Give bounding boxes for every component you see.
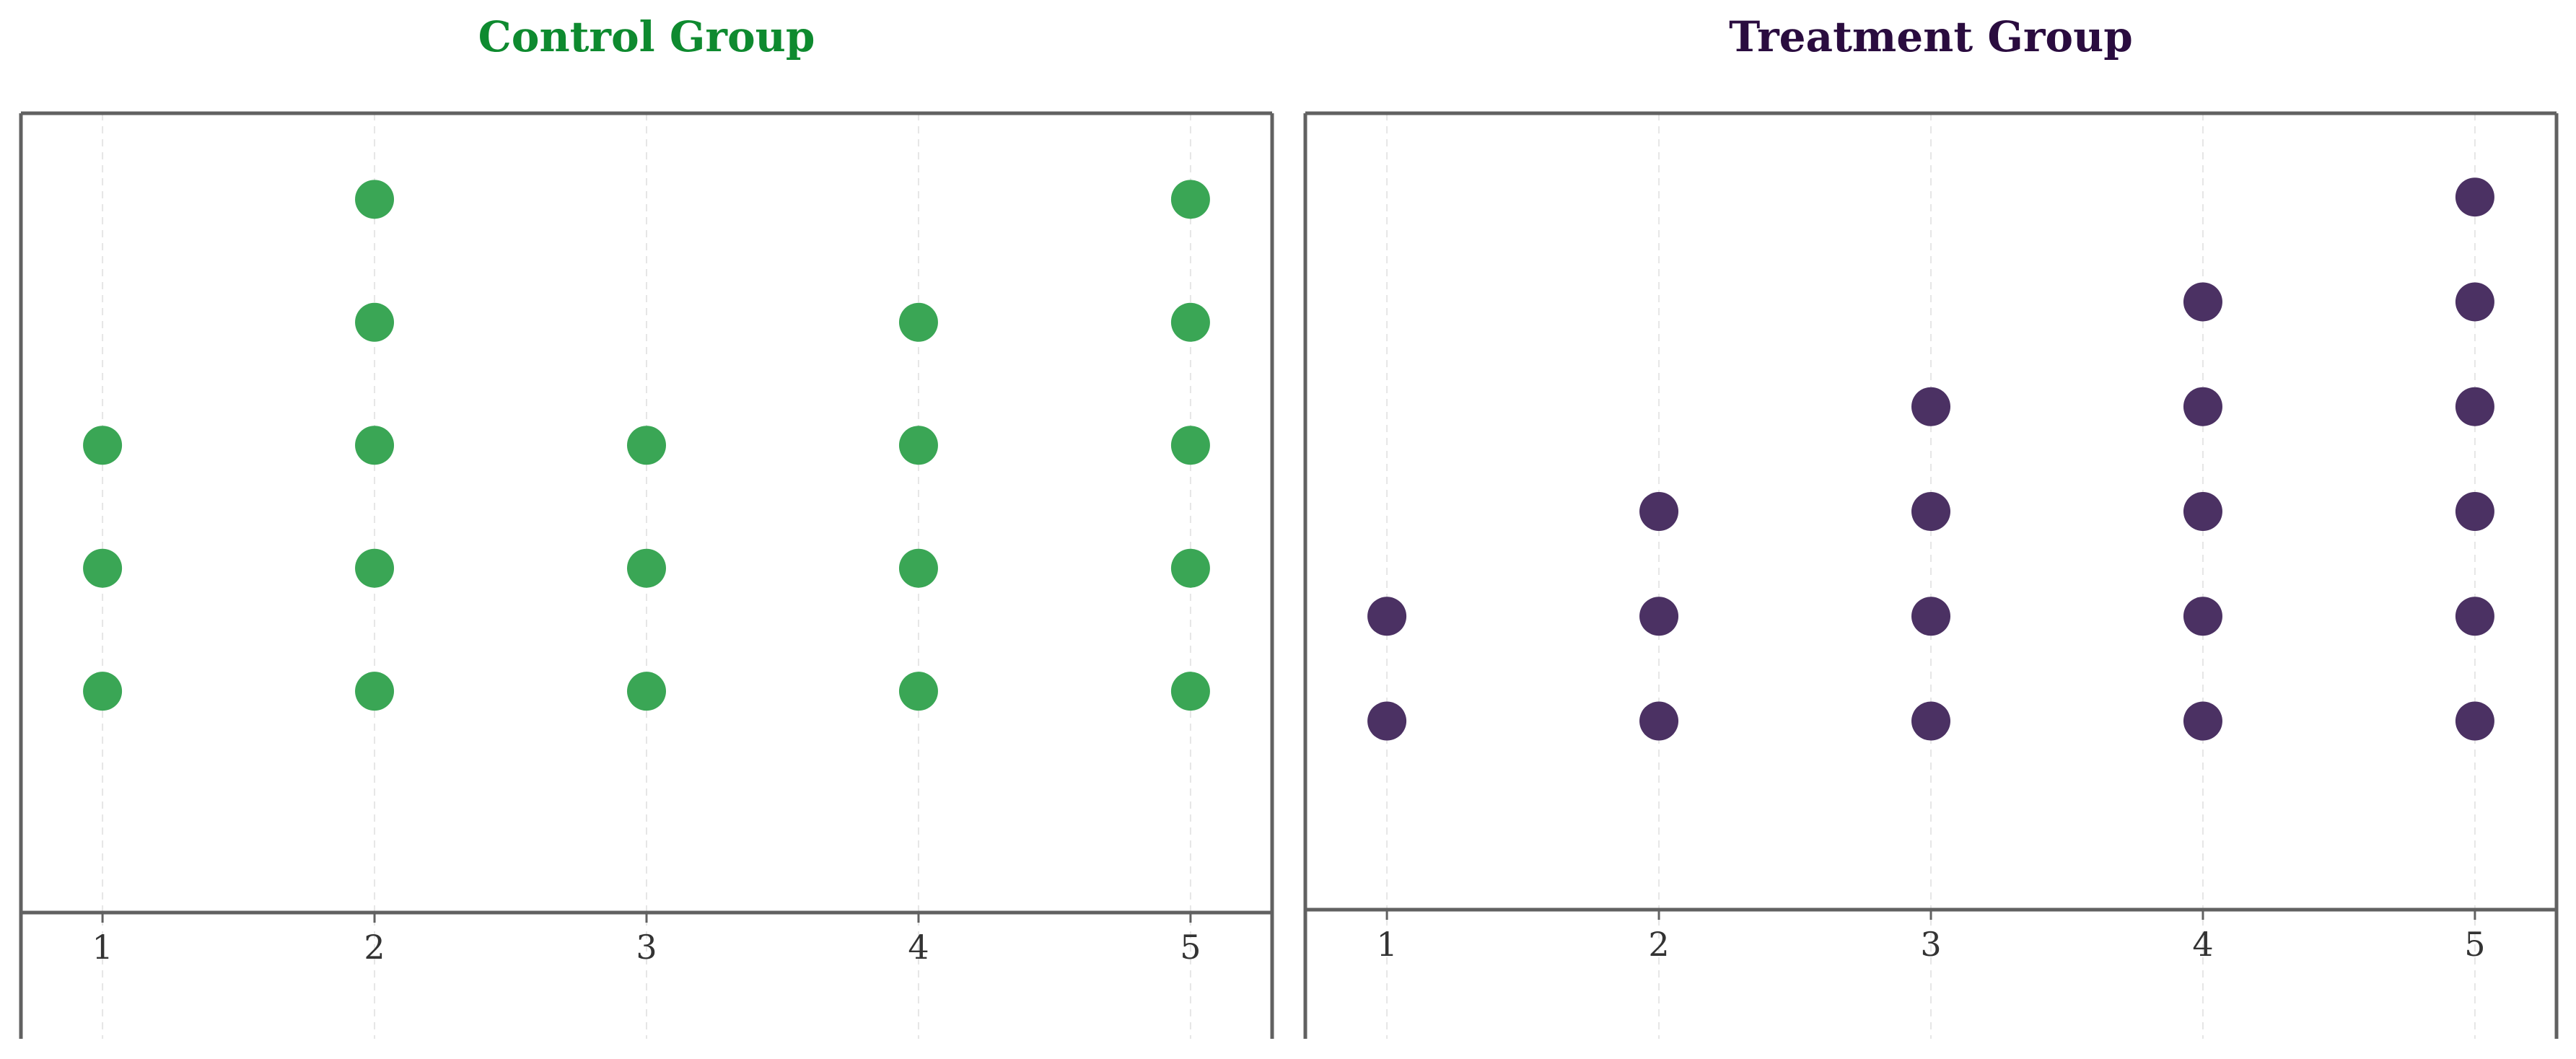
data-point <box>355 672 395 711</box>
x-tick-label: 1 <box>1376 925 1397 964</box>
data-point <box>2455 387 2494 426</box>
data-point <box>1911 492 1950 531</box>
data-point <box>1911 597 1950 636</box>
data-point <box>2455 282 2494 322</box>
data-point <box>1911 701 1950 741</box>
x-tick-label: 5 <box>1180 928 1201 967</box>
x-tick-label: 1 <box>92 928 113 967</box>
data-point <box>1170 426 1210 465</box>
data-point <box>627 426 666 465</box>
chart-title: Control Group <box>478 12 815 61</box>
data-point <box>627 548 666 588</box>
data-point <box>83 548 123 588</box>
data-point <box>355 180 395 219</box>
chart-panel-1: Control Group 1 2 3 4 5 <box>19 12 1274 1039</box>
data-point <box>1170 548 1210 588</box>
data-point <box>2183 282 2222 322</box>
data-point <box>2455 701 2494 741</box>
x-tick-label: 2 <box>364 928 385 967</box>
data-point <box>2455 597 2494 636</box>
data-point <box>2455 177 2494 217</box>
data-point <box>2183 492 2222 531</box>
data-point <box>898 426 938 465</box>
data-point <box>898 548 938 588</box>
data-point <box>2183 387 2222 426</box>
data-point <box>1911 387 1950 426</box>
data-point <box>2183 597 2222 636</box>
x-tick-label: 4 <box>2192 925 2213 964</box>
x-tick-label: 5 <box>2464 925 2485 964</box>
data-point <box>2183 701 2222 741</box>
data-point <box>1367 701 1407 741</box>
x-tick-label: 3 <box>1920 925 1941 964</box>
chart-title: Treatment Group <box>1729 12 2133 61</box>
data-point <box>83 672 123 711</box>
chart-panel-2: Treatment Group 1 2 3 4 5 <box>1303 12 2559 1039</box>
data-point <box>898 302 938 342</box>
data-point <box>83 426 123 465</box>
x-tick-label: 2 <box>1648 925 1669 964</box>
data-point <box>355 302 395 342</box>
data-point <box>1639 701 1679 741</box>
data-point <box>1170 302 1210 342</box>
data-point <box>1639 492 1679 531</box>
data-point <box>1170 672 1210 711</box>
data-point <box>1170 180 1210 219</box>
data-point <box>898 672 938 711</box>
data-point <box>1367 597 1407 636</box>
data-point <box>2455 492 2494 531</box>
data-point <box>627 672 666 711</box>
x-tick-label: 4 <box>908 928 929 967</box>
data-point <box>1639 597 1679 636</box>
x-tick-label: 3 <box>636 928 657 967</box>
data-point <box>355 426 395 465</box>
data-point <box>355 548 395 588</box>
